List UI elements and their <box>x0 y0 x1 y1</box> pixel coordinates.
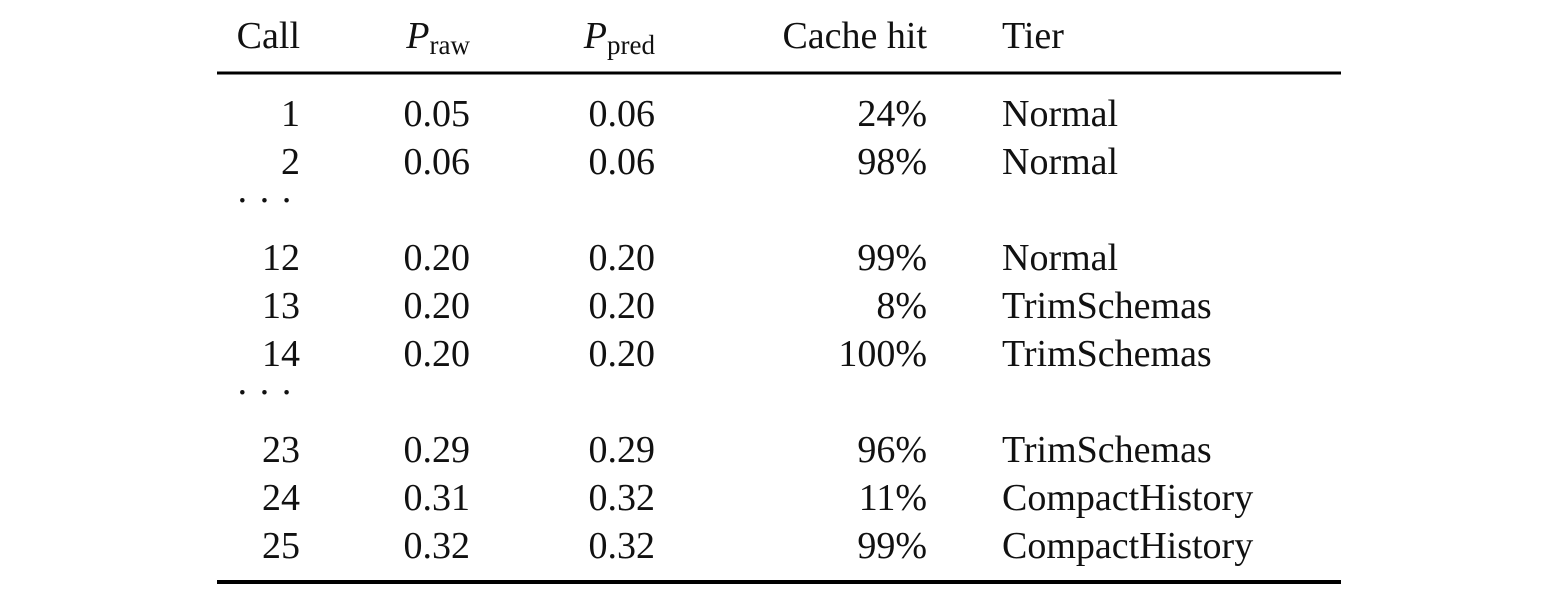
table-cell: CompactHistory <box>1002 525 1253 567</box>
ellipsis-row: · · · <box>236 372 293 414</box>
header-cell: Praw <box>405 15 470 60</box>
table-cell: 0.06 <box>589 141 656 183</box>
table-cell: 13 <box>262 285 300 327</box>
header-subscript: raw <box>430 30 471 60</box>
header-cell: Call <box>237 15 300 57</box>
table-cell: 0.05 <box>404 93 471 135</box>
table-cell: 11% <box>859 477 927 519</box>
table-cell: 25 <box>262 525 300 567</box>
header-symbol: P <box>405 15 429 57</box>
header-cell: Ppred <box>583 15 656 60</box>
table-cell: Normal <box>1002 237 1118 279</box>
table-cell: 24 <box>262 477 300 519</box>
table-cell: Normal <box>1002 93 1118 135</box>
table-cell: 0.32 <box>589 477 656 519</box>
table-cell: 0.32 <box>404 525 471 567</box>
header-subscript: pred <box>607 30 655 60</box>
table-cell: TrimSchemas <box>1002 429 1212 471</box>
table-cell: CompactHistory <box>1002 477 1253 519</box>
table-cell: 99% <box>857 237 927 279</box>
table-cell: Normal <box>1002 141 1118 183</box>
table-cell: 0.31 <box>404 477 471 519</box>
table-cell: 14 <box>262 333 300 375</box>
table-cell: 12 <box>262 237 300 279</box>
table-cell: 0.20 <box>589 333 656 375</box>
table-cell: TrimSchemas <box>1002 333 1212 375</box>
header-symbol: P <box>583 15 607 57</box>
table-cell: 0.29 <box>589 429 656 471</box>
table-cell: 8% <box>876 285 927 327</box>
ellipsis-row: · · · <box>236 180 293 222</box>
header-cell: Cache hit <box>782 15 927 57</box>
table-cell: 100% <box>838 333 927 375</box>
table-cell: 0.20 <box>404 237 471 279</box>
table-cell: 0.20 <box>589 237 656 279</box>
table-cell: 1 <box>281 93 300 135</box>
table-cell: 23 <box>262 429 300 471</box>
table-cell: 0.06 <box>404 141 471 183</box>
table-cell: 0.20 <box>404 285 471 327</box>
table-cell: 99% <box>857 525 927 567</box>
table-cell: 24% <box>857 93 927 135</box>
table-cell: 2 <box>281 141 300 183</box>
header-cell: Tier <box>1002 15 1064 57</box>
table-cell: 0.20 <box>589 285 656 327</box>
table-cell: 0.06 <box>589 93 656 135</box>
table-cell: 96% <box>857 429 927 471</box>
table-cell: 0.20 <box>404 333 471 375</box>
table-cell: 98% <box>857 141 927 183</box>
table-cell: 0.29 <box>404 429 471 471</box>
table-cell: TrimSchemas <box>1002 285 1212 327</box>
table-cell: 0.32 <box>589 525 656 567</box>
